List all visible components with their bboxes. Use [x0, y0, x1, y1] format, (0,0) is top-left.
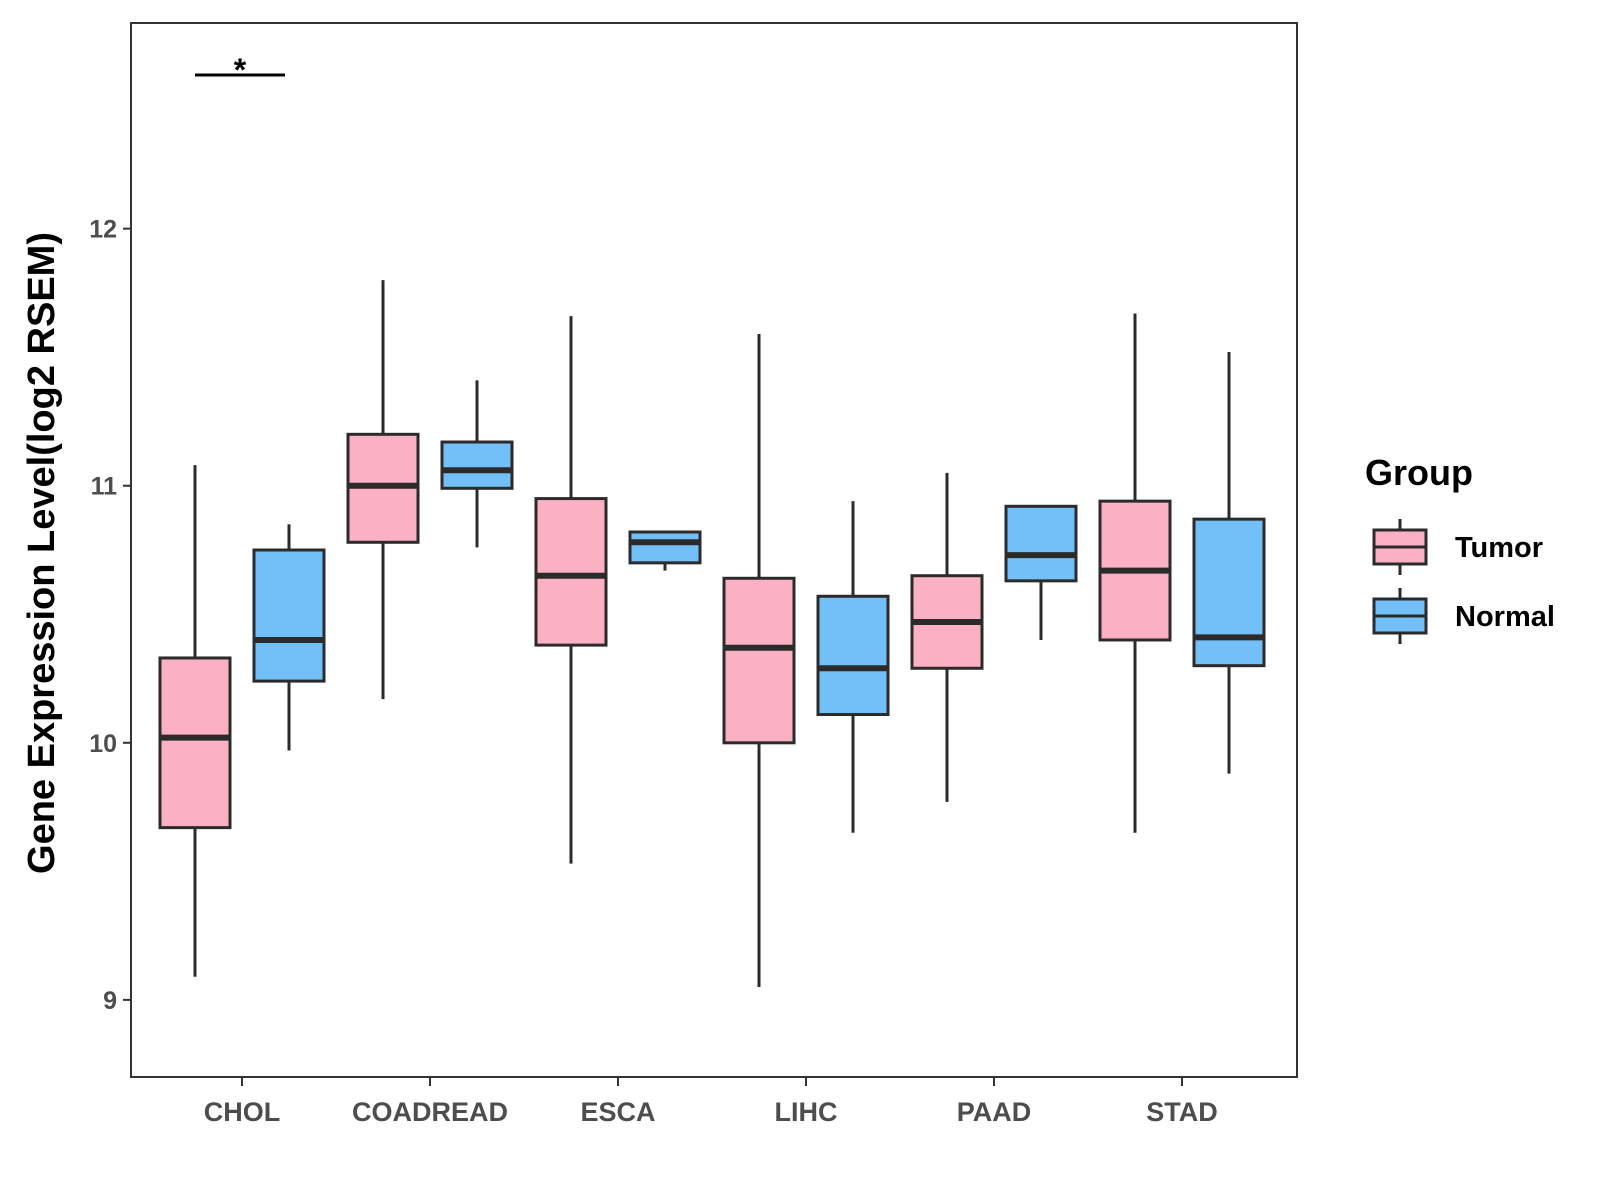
x-tick-label: LIHC [775, 1097, 838, 1127]
y-tick-label: 10 [89, 730, 117, 758]
significance-label: * [234, 52, 247, 88]
box-body [722, 576, 796, 745]
y-tick-label: 9 [103, 987, 117, 1015]
box-tumor-chol [158, 465, 232, 977]
box-normal-coadread [440, 380, 514, 548]
box-tumor-paad [910, 472, 984, 802]
box-tumor-esca [534, 316, 608, 864]
box-tumor-stad [1098, 313, 1172, 833]
x-tick-label: CHOL [204, 1097, 281, 1127]
legend-label-tumor: Tumor [1455, 532, 1543, 564]
y-axis-title: Gene Expression Level(log2 RSEM) [21, 232, 63, 874]
box-body [158, 656, 232, 830]
box-normal-lihc [816, 501, 890, 833]
axis-layer: 9 10 11 12 CHOL COADREAD ESCA LIHC PAAD STAD [89, 216, 1218, 1127]
x-tick-label: COADREAD [352, 1097, 508, 1127]
box-normal-chol [252, 524, 326, 751]
box-tumor-lihc [722, 334, 796, 988]
y-tick-label: 11 [91, 473, 118, 501]
legend: Group Tumor Normal [1365, 452, 1555, 644]
box-body [628, 530, 702, 565]
box-normal-stad [1192, 352, 1266, 774]
box-normal-esca [628, 530, 702, 571]
legend-key-normal [1372, 588, 1428, 644]
box-body [1004, 504, 1078, 583]
box-normal-paad [1004, 504, 1078, 640]
box-body [252, 548, 326, 683]
legend-label-normal: Normal [1455, 601, 1555, 633]
y-tick-label: 12 [89, 216, 117, 244]
x-tick-label: STAD [1146, 1097, 1218, 1127]
box-body [1192, 517, 1266, 668]
legend-key-tumor [1372, 519, 1428, 575]
box-body [816, 594, 890, 717]
legend-title: Group [1365, 452, 1473, 493]
x-tick-label: ESCA [580, 1097, 655, 1127]
plot-layer: * [158, 52, 1266, 988]
plot-panel-border [130, 22, 1298, 1078]
box-body [534, 497, 608, 647]
box-body [440, 440, 514, 490]
box-tumor-coadread [346, 280, 420, 700]
x-tick-label: PAAD [957, 1097, 1032, 1127]
